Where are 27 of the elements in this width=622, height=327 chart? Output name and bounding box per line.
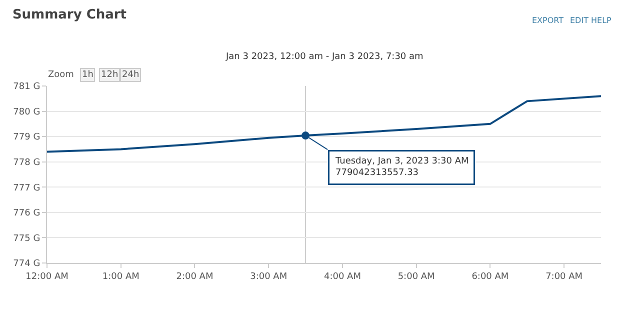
x-tick-label: 7:00 AM <box>546 272 583 282</box>
text: 24h <box>122 70 140 80</box>
y-tick-label: 774 G <box>13 259 40 270</box>
y-tick-label: 776 G <box>13 208 40 219</box>
text: EXPORT <box>532 16 564 25</box>
y-tick-label: 777 G <box>13 183 40 194</box>
x-tick-label: 12:00 AM <box>26 272 68 282</box>
x-tick-label: 3:00 AM <box>250 272 288 282</box>
x-tick-label: 5:00 AM <box>398 272 435 282</box>
text: 1h <box>82 70 94 80</box>
y-tick-label: 775 G <box>13 234 40 244</box>
x-tick-label: 4:00 AM <box>324 272 361 282</box>
annotation: Tuesday, Jan 3, 2023 3:30 AM 779042313557.33 <box>334 156 469 178</box>
x-tick-label: 6:00 AM <box>472 272 509 282</box>
chart-subtitle: Jan 3 2023, 12:00 am - Jan 3 2023, 7:30 am <box>225 52 424 62</box>
y-tick-label: 780 G <box>13 107 40 118</box>
text: Zoom <box>48 70 74 80</box>
x-tick-label: 1:00 AM <box>102 272 140 282</box>
text: HELP <box>591 16 612 25</box>
y-tick-label: 781 G <box>13 82 40 92</box>
line-series <box>47 95 601 153</box>
x-tick-label: 2:00 AM <box>176 272 214 282</box>
chart-title: Summary Chart <box>12 8 127 23</box>
y-tick-label: 779 G <box>13 132 40 143</box>
text: EDIT <box>570 16 589 25</box>
y-tick-label: 778 G <box>13 158 40 168</box>
text: 12h <box>101 70 118 80</box>
